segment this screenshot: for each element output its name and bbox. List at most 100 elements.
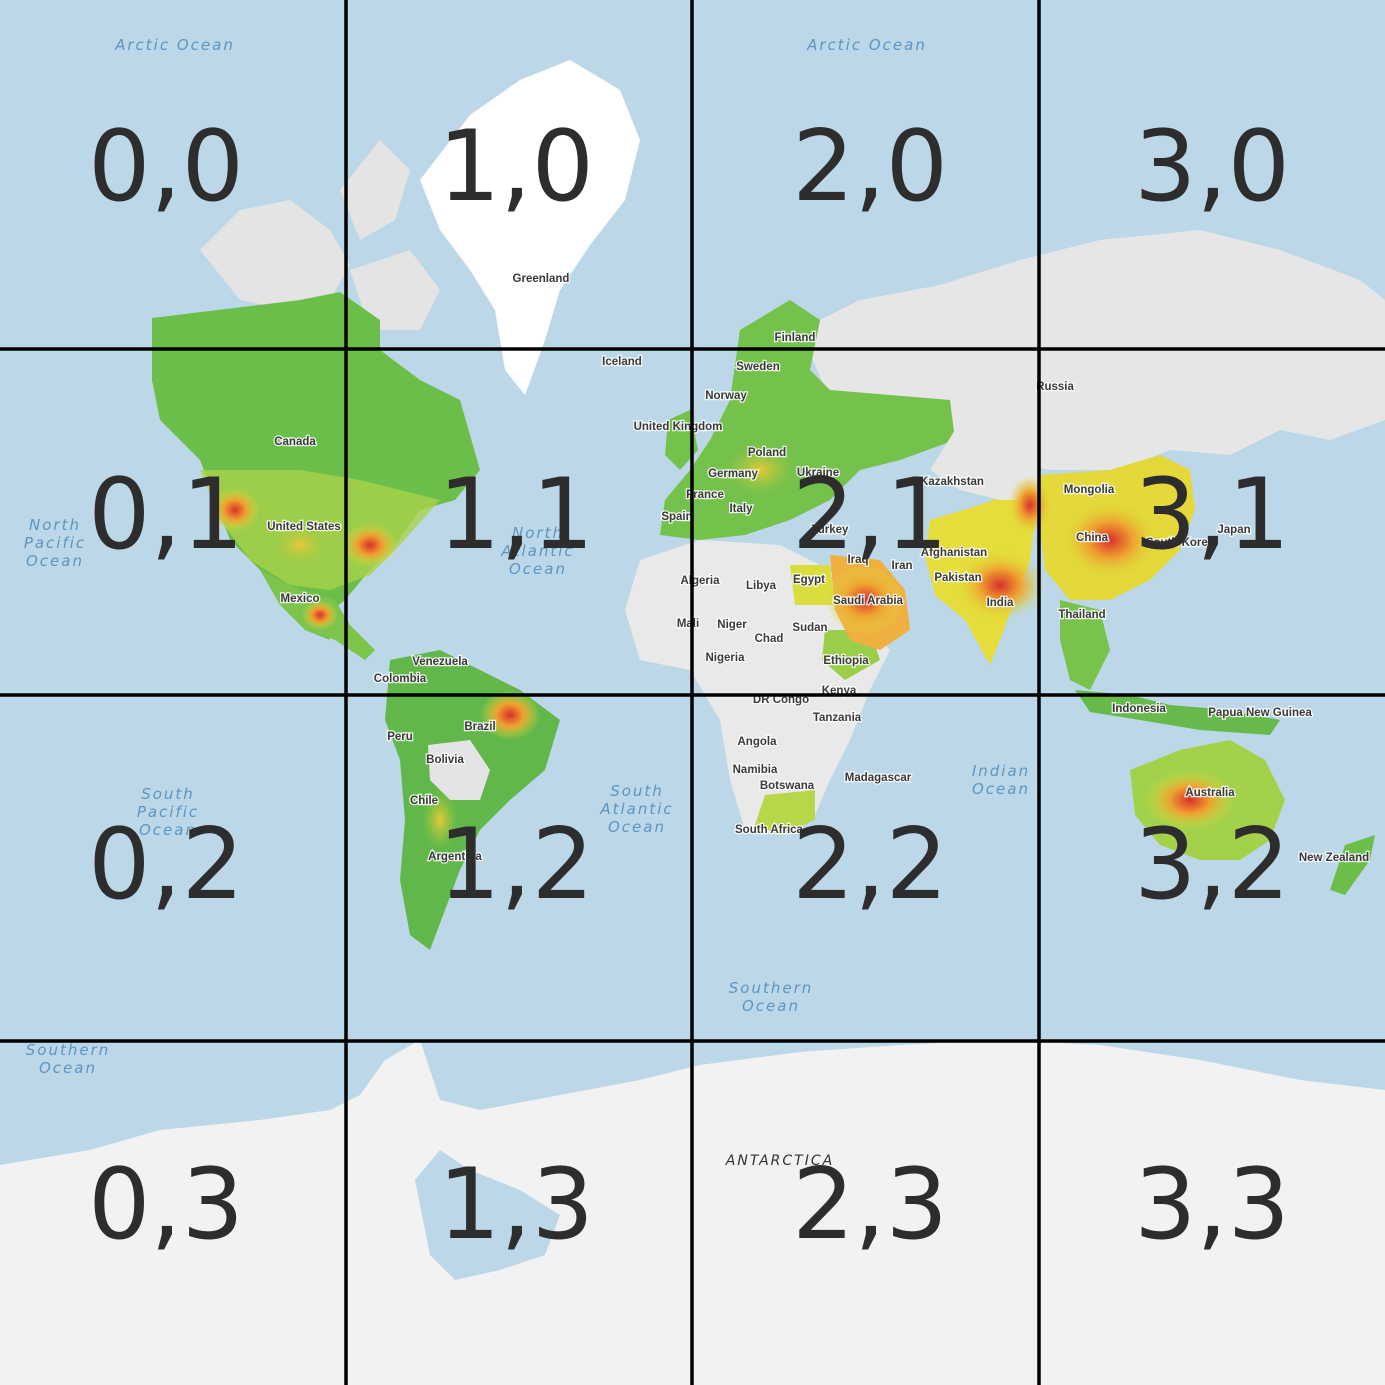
ocean-label-line: South <box>141 785 195 803</box>
country-label-russia: Russia <box>1036 381 1074 393</box>
country-label-greenland: Greenland <box>513 273 570 285</box>
ocean-label-line: Ocean <box>39 1059 97 1077</box>
country-label-chad: Chad <box>755 633 784 645</box>
ocean-label-line: North <box>512 524 564 542</box>
ocean-label-line: Pacific <box>137 803 199 821</box>
ocean-label-line: Arctic Ocean <box>806 36 927 54</box>
ocean-label-north-pacific: North Pacific Ocean <box>24 516 86 570</box>
country-label-ethiopia: Ethiopia <box>823 655 869 667</box>
tile-label: 1,0 <box>438 110 594 224</box>
country-label-saudi-arabia: Saudi Arabia <box>833 595 903 607</box>
country-label-turkey: Turkey <box>812 524 849 536</box>
country-label-sweden: Sweden <box>736 361 779 373</box>
ocean-label-line: South <box>610 782 664 800</box>
tile-label: 2,2 <box>792 808 948 922</box>
land-bolivia-nodata <box>428 740 490 800</box>
country-label-japan: Japan <box>1217 524 1250 536</box>
tile-label: 2,0 <box>792 110 948 224</box>
country-label-angola: Angola <box>738 736 778 748</box>
country-label-iceland: Iceland <box>602 356 642 368</box>
country-label-tanzania: Tanzania <box>813 712 862 724</box>
tile-label: 3,1 <box>1134 458 1290 572</box>
country-label-south-africa: South Africa <box>735 824 804 836</box>
country-label-iran: Iran <box>891 560 912 572</box>
tile-label: 3,3 <box>1134 1148 1290 1262</box>
ocean-label-line: Ocean <box>139 821 197 839</box>
tile-label: 0,0 <box>88 110 244 224</box>
continent-label-antarctica: ANTARCTICA <box>725 1153 834 1169</box>
country-label-uk: United Kingdom <box>634 421 723 433</box>
country-label-namibia: Namibia <box>733 764 778 776</box>
land-indonesia <box>1075 690 1280 735</box>
land-se-asia <box>1060 600 1110 690</box>
ocean-label-south-pacific: South Pacific Ocean <box>137 785 199 839</box>
ocean-label-arctic-east: Arctic Ocean <box>806 36 927 54</box>
country-label-france: France <box>686 489 724 501</box>
country-label-brazil: Brazil <box>464 721 495 733</box>
country-label-china: China <box>1076 532 1109 544</box>
tile-label: 3,0 <box>1134 110 1290 224</box>
ocean-label-arctic-west: Arctic Ocean <box>114 36 235 54</box>
ice-shelf-ross <box>415 1150 560 1280</box>
country-label-canada: Canada <box>274 436 316 448</box>
country-label-norway: Norway <box>705 390 747 402</box>
ocean-label-line: Pacific <box>24 534 86 552</box>
country-label-chile: Chile <box>410 795 438 807</box>
country-label-germany: Germany <box>708 468 758 480</box>
tile-label: 0,3 <box>88 1148 244 1262</box>
country-label-spain: Spain <box>661 511 692 523</box>
tile-label: 2,1 <box>792 458 948 572</box>
tile-label: 3,2 <box>1134 808 1290 922</box>
tile-label: 2,3 <box>792 1148 948 1262</box>
country-label-mali: Mali <box>677 618 699 630</box>
country-label-thailand: Thailand <box>1058 609 1105 621</box>
ocean-labels: Arctic Ocean Arctic Ocean North Pacific Oc… <box>24 36 1030 1077</box>
heat-south-africa <box>755 790 815 835</box>
country-label-india: India <box>987 597 1014 609</box>
country-label-iraq: Iraq <box>847 554 868 566</box>
country-label-colombia: Colombia <box>374 673 427 685</box>
country-label-sudan: Sudan <box>792 622 827 634</box>
ocean-label-line: Southern <box>729 979 814 997</box>
ocean-label-line: Ocean <box>26 552 84 570</box>
tile-label: 0,1 <box>88 458 244 572</box>
country-label-finland: Finland <box>775 332 816 344</box>
country-labels: Greenland Iceland Canada United States M… <box>266 272 1370 866</box>
country-label-egypt: Egypt <box>793 574 825 586</box>
land-uk <box>665 410 698 470</box>
country-label-united-states: United States <box>267 521 341 533</box>
country-label-ukraine: Ukraine <box>797 467 839 479</box>
country-label-nigeria: Nigeria <box>706 652 746 664</box>
country-label-libya: Libya <box>746 580 777 592</box>
ocean-label-line: Ocean <box>742 997 800 1015</box>
land-new-zealand <box>1330 835 1375 895</box>
country-label-botswana: Botswana <box>760 780 815 792</box>
country-label-kazakhstan: Kazakhstan <box>920 476 984 488</box>
country-label-indonesia: Indonesia <box>1112 703 1166 715</box>
country-label-mexico: Mexico <box>281 593 320 605</box>
ocean-label-line: Ocean <box>608 818 666 836</box>
tile-label: 1,2 <box>438 808 594 922</box>
ocean-label-line: Indian <box>972 762 1030 780</box>
ocean-label-north-atlantic: North Atlantic Ocean <box>500 524 574 578</box>
ocean-label-line: Arctic Ocean <box>114 36 235 54</box>
heat-egypt <box>790 565 835 605</box>
land-greenland <box>420 60 640 395</box>
tile-label: 1,1 <box>438 458 594 572</box>
tile-label: 1,3 <box>438 1148 594 1262</box>
ocean-label-line: Southern <box>26 1041 111 1059</box>
country-label-bolivia: Bolivia <box>426 754 464 766</box>
ocean-label-line: Ocean <box>972 780 1030 798</box>
country-label-niger: Niger <box>717 619 747 631</box>
country-label-new-zealand: New Zealand <box>1299 852 1369 864</box>
ocean-label-southern-west: Southern Ocean <box>26 1041 111 1077</box>
country-label-mongolia: Mongolia <box>1064 484 1115 496</box>
country-label-pakistan: Pakistan <box>934 572 981 584</box>
country-label-madagascar: Madagascar <box>845 772 912 784</box>
country-label-italy: Italy <box>729 503 753 515</box>
country-label-venezuela: Venezuela <box>412 656 468 668</box>
ocean-label-line: North <box>29 516 81 534</box>
ocean-label-line: Atlantic <box>599 800 673 818</box>
